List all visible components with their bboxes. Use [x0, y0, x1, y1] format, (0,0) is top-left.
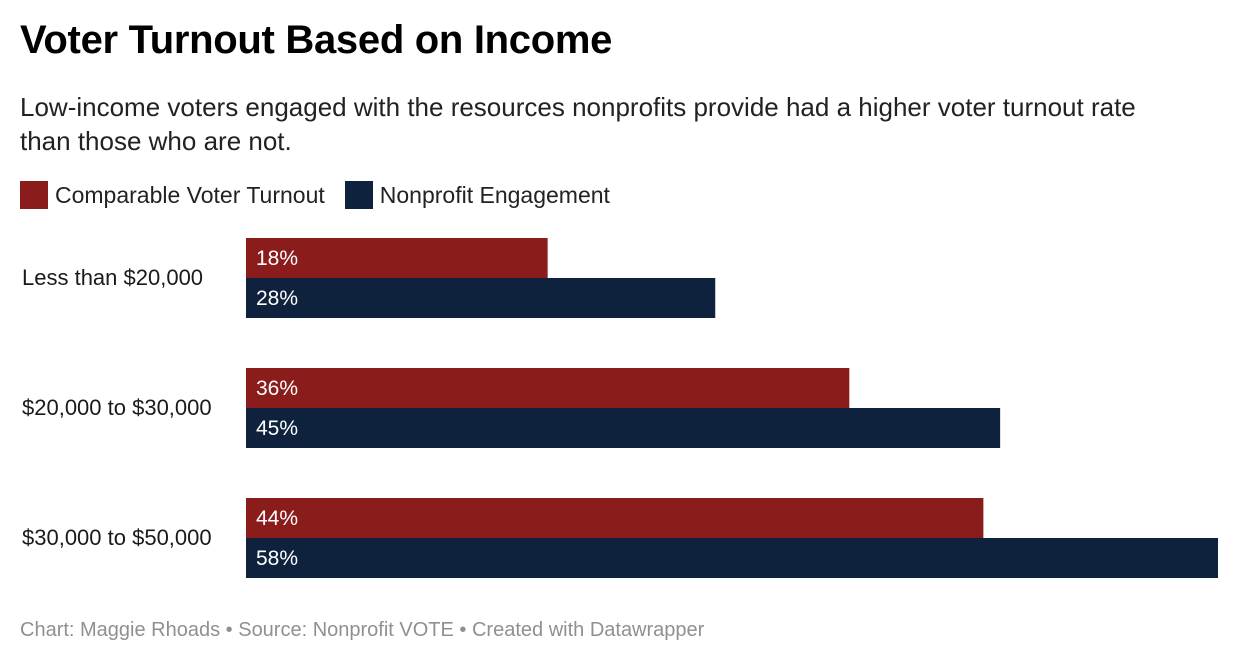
- legend-item-comparable: Comparable Voter Turnout: [20, 181, 325, 209]
- bar-value-label: 45%: [256, 417, 298, 440]
- bar-value-label: 36%: [256, 377, 298, 400]
- chart-subtitle: Low-income voters engaged with the resou…: [20, 92, 1136, 156]
- legend-item-nonprofit: Nonprofit Engagement: [344, 181, 610, 209]
- bar-group: $20,000 to $30,000 36% 45%: [22, 368, 1001, 448]
- category-label: Less than $20,000: [22, 265, 203, 290]
- bar: [246, 278, 716, 318]
- bar: [246, 408, 1001, 448]
- bar: [246, 368, 850, 408]
- bar-group: $30,000 to $50,000 44% 58%: [22, 498, 1218, 578]
- bar-value-label: 28%: [256, 287, 298, 310]
- bar-value-label: 44%: [256, 507, 298, 530]
- chart-title: Voter Turnout Based on Income: [20, 18, 613, 62]
- legend-swatch-comparable: [20, 181, 48, 209]
- bar-value-label: 18%: [256, 247, 298, 270]
- legend-swatch-nonprofit: [344, 181, 373, 209]
- bar: [246, 538, 1218, 578]
- category-label: $30,000 to $50,000: [22, 525, 212, 550]
- legend: Comparable Voter Turnout Nonprofit Engag…: [20, 180, 630, 210]
- chart-footer: Chart: Maggie Rhoads • Source: Nonprofit…: [20, 619, 705, 641]
- category-label: $20,000 to $30,000: [22, 395, 212, 420]
- bar: [246, 238, 548, 278]
- bar: [246, 498, 984, 538]
- legend-label-nonprofit: Nonprofit Engagement: [379, 181, 610, 208]
- bar-group: Less than $20,000 18% 28%: [22, 238, 716, 318]
- bar-value-label: 58%: [256, 547, 298, 570]
- bar-chart: Less than $20,000 18% 28% $20,000 to $30,00…: [22, 238, 1218, 578]
- legend-label-comparable: Comparable Voter Turnout: [55, 181, 325, 208]
